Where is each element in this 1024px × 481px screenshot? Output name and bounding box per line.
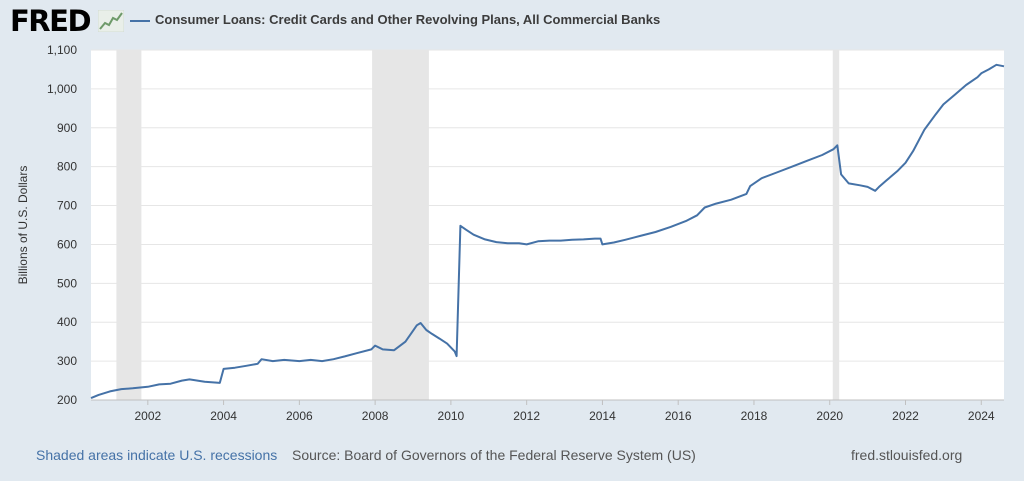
x-tick-label: 2012 <box>513 409 540 423</box>
y-tick-label: 200 <box>57 393 77 407</box>
site-link[interactable]: fred.stlouisfed.org <box>851 447 963 463</box>
plot-area <box>91 50 1004 400</box>
x-tick-label: 2022 <box>892 409 919 423</box>
series-title[interactable]: Consumer Loans: Credit Cards and Other R… <box>155 12 661 27</box>
x-tick-label: 2006 <box>286 409 313 423</box>
x-tick-label: 2016 <box>665 409 692 423</box>
y-tick-label: 1,100 <box>47 43 77 57</box>
x-tick-label: 2008 <box>362 409 389 423</box>
y-tick-label: 300 <box>57 354 77 368</box>
y-tick-label: 600 <box>57 237 77 251</box>
series-line <box>90 63 1005 400</box>
x-tick-label: 2024 <box>968 409 995 423</box>
trend-graph-icon <box>98 10 124 32</box>
y-tick-label: 400 <box>57 315 77 329</box>
x-tick-label: 2018 <box>741 409 768 423</box>
y-tick-label: 1,000 <box>47 82 77 96</box>
y-tick-label: 800 <box>57 160 77 174</box>
chart-header: FRED Consumer Loans: Credit Cards and Ot… <box>0 0 1024 42</box>
recession-band <box>832 50 840 400</box>
x-tick-label: 2020 <box>816 409 843 423</box>
fred-logo[interactable]: FRED <box>10 4 92 38</box>
x-tick-label: 2004 <box>210 409 237 423</box>
y-tick-label: 900 <box>57 121 77 135</box>
y-tick-label: 700 <box>57 199 77 213</box>
x-tick-label: 2002 <box>134 409 161 423</box>
y-tick-label: 500 <box>57 276 77 290</box>
x-tick-label: 2014 <box>589 409 616 423</box>
recession-band <box>372 50 429 400</box>
recession-note-link[interactable]: Shaded areas indicate U.S. recessions <box>36 447 278 463</box>
x-tick-label: 2010 <box>438 409 465 423</box>
recession-band <box>116 50 142 400</box>
legend-series-line <box>130 20 150 22</box>
y-axis-label: Billions of U.S. Dollars <box>16 166 30 285</box>
source-text: Source: Board of Governors of the Federa… <box>292 447 696 463</box>
